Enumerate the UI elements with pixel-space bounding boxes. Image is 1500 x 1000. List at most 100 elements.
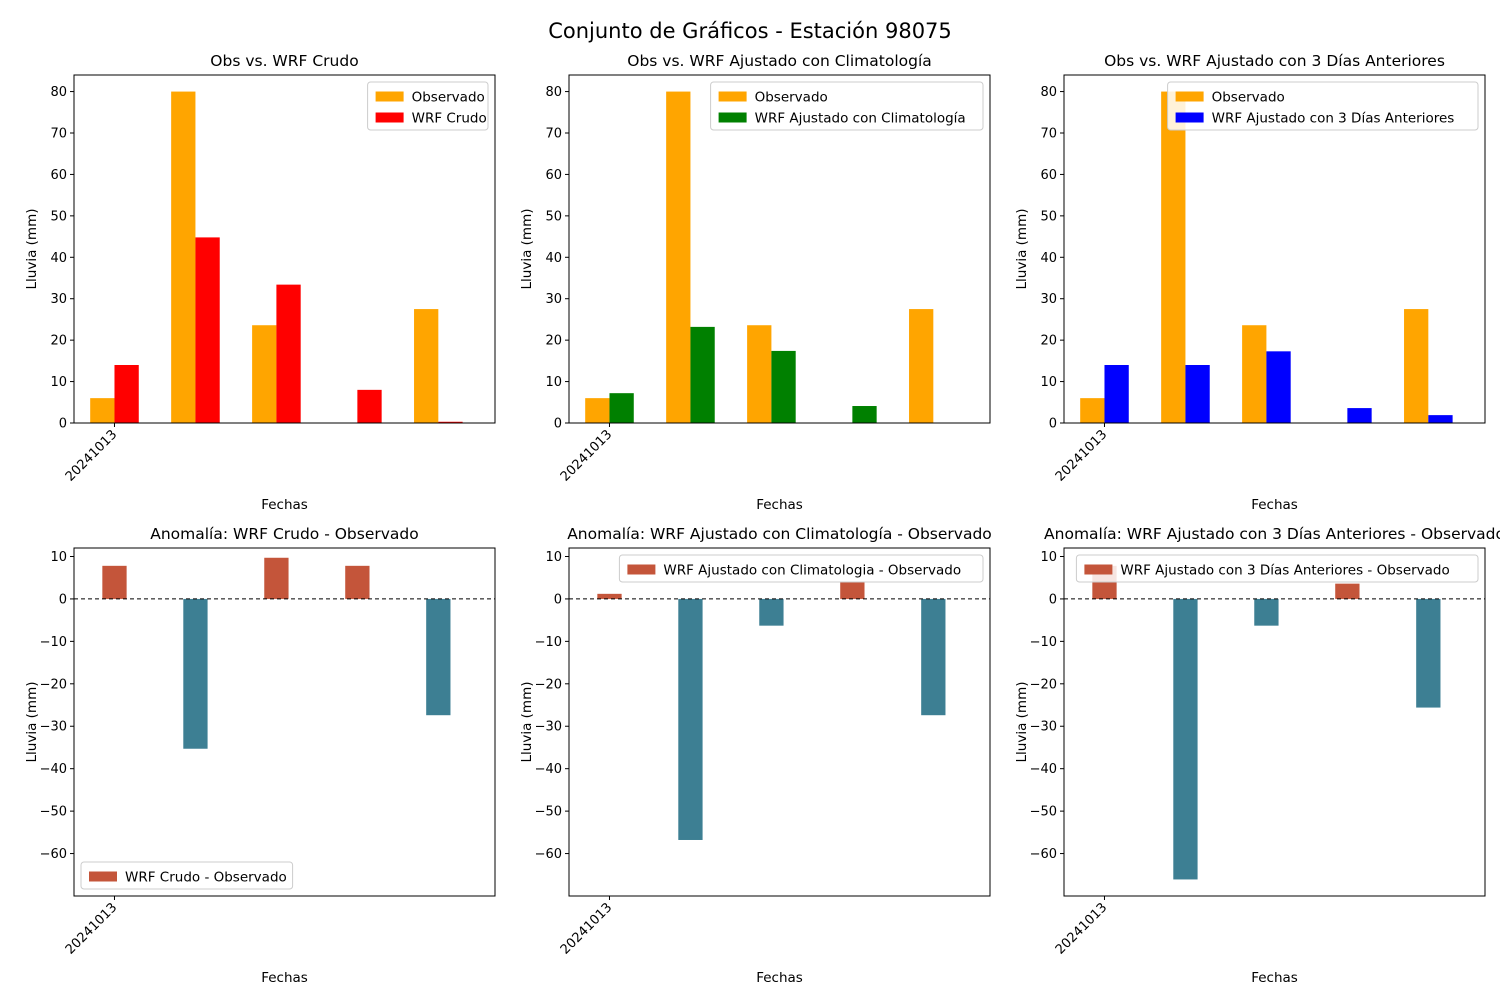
y-tick-label: 60 bbox=[545, 168, 562, 183]
y-tick-label: 50 bbox=[1040, 209, 1057, 224]
legend: Observado WRF Crudo bbox=[367, 81, 489, 131]
legend: WRF Ajustado con 3 Días Anteriores - Obs… bbox=[1075, 554, 1479, 583]
y-tick-label: −50 bbox=[535, 805, 562, 820]
plot-title: Anomalía: WRF Ajustado con 3 Días Anteri… bbox=[1044, 525, 1500, 543]
y-tick-label: 80 bbox=[545, 85, 562, 100]
y-tick-label: 30 bbox=[1040, 292, 1057, 307]
bar-wrf bbox=[1104, 365, 1129, 423]
legend-box bbox=[618, 554, 984, 583]
y-tick-label: −40 bbox=[535, 762, 562, 777]
subplot-p5: Anomalía: WRF Ajustado con Climatología … bbox=[519, 525, 992, 986]
x-axis-label: Fechas bbox=[756, 497, 803, 513]
subplot-p2: Obs vs. WRF Ajustado con Climatología 0 10… bbox=[519, 52, 991, 513]
y-axis-label: Lluvia (mm) bbox=[1014, 209, 1030, 290]
plot-frame bbox=[73, 74, 496, 424]
legend-box bbox=[1075, 554, 1479, 583]
y-tick-label: −60 bbox=[1030, 847, 1057, 862]
plot-title: Anomalía: WRF Crudo - Observado bbox=[150, 525, 419, 543]
bar-anomaly bbox=[1335, 583, 1360, 599]
bar-observado bbox=[1080, 398, 1105, 423]
legend-swatch bbox=[718, 91, 747, 102]
y-tick-label: 0 bbox=[554, 417, 562, 432]
legend-label: WRF Ajustado con 3 Días Anteriores bbox=[1212, 111, 1455, 127]
bar-anomaly bbox=[102, 565, 127, 599]
y-tick-label: 0 bbox=[554, 592, 562, 607]
legend: WRF Ajustado con Climatologia - Observad… bbox=[618, 554, 984, 583]
plot-frame bbox=[1063, 74, 1486, 424]
y-tick-label: −20 bbox=[535, 677, 562, 692]
y-tick-label: 40 bbox=[545, 251, 562, 266]
x-tick-label: 20241013 bbox=[558, 427, 615, 484]
y-tick-label: 0 bbox=[1049, 417, 1057, 432]
y-tick-label: 10 bbox=[1040, 550, 1057, 565]
bar-wrf bbox=[609, 393, 634, 423]
x-tick-label: 20241013 bbox=[63, 900, 120, 957]
bar-wrf bbox=[771, 350, 796, 423]
bar-observado bbox=[1161, 91, 1186, 424]
bar-anomaly bbox=[921, 598, 946, 716]
legend-label: WRF Ajustado con Climatología bbox=[755, 111, 966, 127]
bar-wrf bbox=[1347, 408, 1372, 423]
y-tick-label: −20 bbox=[40, 677, 67, 692]
bar-anomaly bbox=[759, 598, 784, 626]
plot-frame bbox=[73, 547, 496, 897]
legend-swatch bbox=[375, 91, 404, 102]
x-tick-label: 20241013 bbox=[63, 427, 120, 484]
y-tick-label: 60 bbox=[1040, 168, 1057, 183]
y-tick-label: 20 bbox=[50, 334, 67, 349]
bar-anomaly bbox=[597, 593, 622, 599]
bar-anomaly bbox=[426, 598, 451, 716]
bar-wrf bbox=[195, 237, 220, 423]
legend: Observado WRF Ajustado con 3 Días Anterio… bbox=[1167, 81, 1479, 131]
y-tick-label: 10 bbox=[545, 550, 562, 565]
x-axis-label: Fechas bbox=[756, 970, 803, 986]
y-tick-label: 40 bbox=[50, 251, 67, 266]
subplot-p1: Obs vs. WRF Crudo 0 10 20 30 40 50 60 70 80 202410… bbox=[24, 52, 496, 513]
bar-observado bbox=[909, 309, 934, 423]
x-axis-label: Fechas bbox=[1251, 497, 1298, 513]
x-tick-label: 20241013 bbox=[1053, 427, 1110, 484]
subplot-p3: Obs vs. WRF Ajustado con 3 Días Anterior… bbox=[1014, 52, 1486, 513]
y-tick-label: −50 bbox=[40, 805, 67, 820]
bar-observado bbox=[1242, 325, 1267, 423]
bar-wrf bbox=[1266, 351, 1291, 423]
legend-swatch bbox=[1175, 112, 1204, 123]
y-axis-label: Lluvia (mm) bbox=[519, 209, 535, 290]
x-tick-label: 20241013 bbox=[558, 900, 615, 957]
y-tick-label: −10 bbox=[535, 635, 562, 650]
y-tick-label: −60 bbox=[40, 847, 67, 862]
y-tick-label: 70 bbox=[1040, 127, 1057, 142]
plot-title: Obs vs. WRF Ajustado con Climatología bbox=[627, 52, 932, 70]
y-axis-label: Lluvia (mm) bbox=[1014, 682, 1030, 763]
y-tick-label: 0 bbox=[59, 592, 67, 607]
bar-wrf bbox=[1428, 415, 1453, 423]
plot-title: Anomalía: WRF Ajustado con Climatología … bbox=[567, 525, 992, 543]
y-tick-label: 80 bbox=[50, 85, 67, 100]
bar-anomaly bbox=[264, 557, 289, 599]
bar-observado bbox=[747, 325, 772, 423]
legend: Observado WRF Ajustado con Climatología bbox=[710, 81, 984, 131]
y-axis-label: Lluvia (mm) bbox=[519, 682, 535, 763]
bar-observado bbox=[90, 398, 115, 423]
y-tick-label: 20 bbox=[1040, 334, 1057, 349]
legend-label: Observado bbox=[412, 90, 485, 106]
legend-label: WRF Crudo bbox=[412, 111, 487, 127]
y-tick-label: 10 bbox=[545, 375, 562, 390]
y-tick-label: −30 bbox=[1030, 720, 1057, 735]
legend: WRF Crudo - Observado bbox=[80, 861, 294, 890]
legend-label: Observado bbox=[1212, 90, 1285, 106]
y-tick-label: −30 bbox=[535, 720, 562, 735]
bar-observado bbox=[1404, 309, 1429, 423]
bar-anomaly bbox=[840, 581, 865, 599]
plot-title: Obs vs. WRF Crudo bbox=[210, 52, 358, 70]
y-tick-label: 40 bbox=[1040, 251, 1057, 266]
y-tick-label: −40 bbox=[40, 762, 67, 777]
y-tick-label: −60 bbox=[535, 847, 562, 862]
subplot-p4: Anomalía: WRF Crudo - Observado −60 −50 −40… bbox=[24, 525, 496, 986]
y-tick-label: 10 bbox=[50, 550, 67, 565]
bar-anomaly bbox=[678, 598, 703, 840]
legend-swatch bbox=[718, 112, 747, 123]
bar-wrf bbox=[276, 284, 301, 423]
figure-suptitle: Conjunto de Gráficos - Estación 98075 bbox=[548, 19, 952, 43]
